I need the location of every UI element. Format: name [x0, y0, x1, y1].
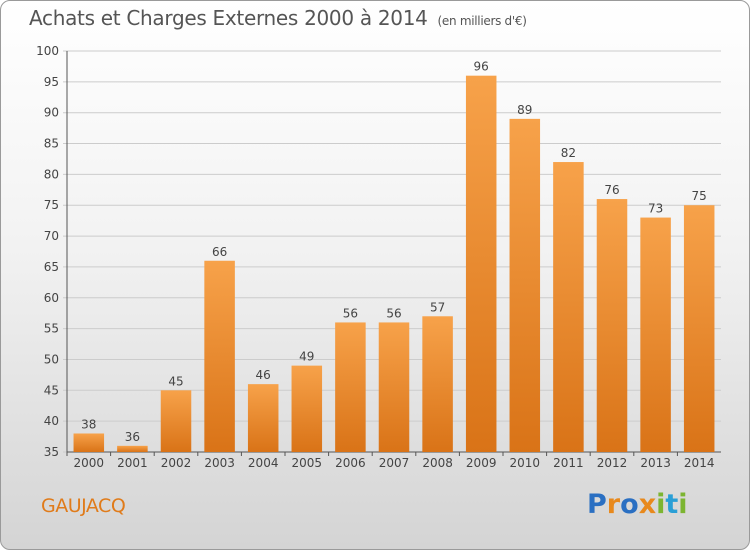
- bar: [640, 217, 671, 452]
- proxiti-logo: Proxiti: [587, 489, 688, 520]
- x-tick-label: 2013: [640, 456, 671, 470]
- y-tick-label: 35: [44, 445, 59, 459]
- logo-letter: o: [620, 489, 639, 520]
- y-tick-label: 80: [44, 167, 59, 181]
- y-tick-label: 100: [36, 44, 59, 58]
- chart-unit: (en milliers d'€): [437, 14, 527, 28]
- y-tick-label: 50: [44, 352, 59, 366]
- data-label: 75: [692, 189, 707, 203]
- logo-letter: r: [606, 489, 621, 520]
- x-tick-label: 2007: [379, 456, 410, 470]
- logo-letter: P: [587, 489, 607, 520]
- bar: [422, 316, 453, 452]
- logo-letter: t: [665, 489, 679, 520]
- data-label: 57: [430, 300, 445, 314]
- bar: [160, 390, 192, 452]
- bar: [683, 205, 715, 452]
- logo-letter: x: [638, 489, 657, 520]
- y-tick-label: 55: [44, 322, 59, 336]
- x-tick-label: 2006: [335, 456, 366, 470]
- x-tick-label: 2009: [466, 456, 497, 470]
- data-label: 36: [125, 430, 140, 444]
- y-tick-label: 85: [44, 137, 59, 151]
- data-label: 56: [386, 306, 401, 320]
- bar: [204, 260, 235, 452]
- x-tick-label: 2005: [292, 456, 323, 470]
- y-tick-label: 95: [44, 75, 59, 89]
- x-tick-label: 2010: [510, 456, 541, 470]
- data-label: 45: [168, 374, 183, 388]
- data-label: 66: [212, 245, 227, 259]
- data-label: 73: [648, 202, 663, 216]
- bar: [553, 162, 584, 453]
- bar: [247, 384, 279, 452]
- commune-name: GAUJACQ: [41, 495, 126, 517]
- data-label: 82: [561, 146, 576, 160]
- y-tick-label: 65: [44, 260, 59, 274]
- logo-letter: i: [678, 489, 688, 520]
- data-label: 76: [604, 183, 619, 197]
- y-tick-label: 60: [44, 291, 59, 305]
- y-tick-label: 70: [44, 229, 59, 243]
- bar: [117, 445, 148, 452]
- x-tick-label: 2004: [248, 456, 279, 470]
- chart-title-text: Achats et Charges Externes 2000 à 2014: [29, 6, 428, 30]
- bar: [291, 365, 323, 452]
- bar: [378, 322, 410, 452]
- data-label: 89: [517, 103, 532, 117]
- x-tick-label: 2000: [74, 456, 105, 470]
- data-label: 46: [256, 368, 271, 382]
- bar: [596, 199, 628, 452]
- bar: [465, 75, 497, 452]
- x-tick-label: 2001: [117, 456, 148, 470]
- x-tick-label: 2011: [553, 456, 584, 470]
- y-tick-label: 45: [44, 383, 59, 397]
- x-tick-label: 2012: [597, 456, 628, 470]
- y-tick-label: 90: [44, 106, 59, 120]
- bar: [73, 433, 105, 452]
- y-tick-label: 75: [44, 198, 59, 212]
- data-label: 38: [81, 417, 96, 431]
- x-tick-label: 2002: [161, 456, 192, 470]
- bar: [509, 118, 541, 452]
- y-tick-label: 40: [44, 414, 59, 428]
- chart-title: Achats et Charges Externes 2000 à 2014 (e…: [29, 6, 527, 30]
- data-label: 49: [299, 350, 314, 364]
- x-tick-label: 2014: [684, 456, 715, 470]
- data-label: 96: [474, 60, 489, 74]
- x-tick-label: 2003: [204, 456, 235, 470]
- bar: [335, 322, 366, 452]
- data-label: 56: [343, 306, 358, 320]
- x-tick-label: 2008: [422, 456, 453, 470]
- logo-letter: i: [656, 489, 666, 520]
